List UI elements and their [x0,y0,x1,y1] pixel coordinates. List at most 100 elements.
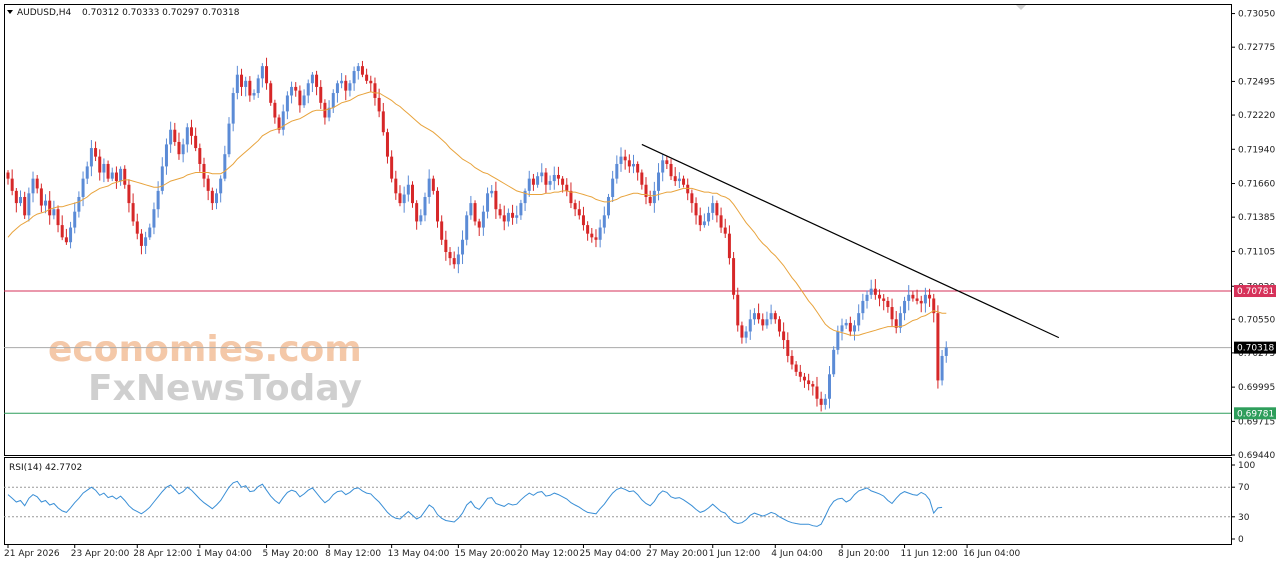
candle-body [732,258,736,295]
candle-body [340,80,344,84]
candle-body [606,196,610,216]
candle-body [786,340,790,356]
candle-body [189,127,193,136]
candle-body [344,80,348,91]
candle-body [56,209,60,226]
candle-body [290,86,294,96]
candle-body [748,319,752,332]
time-axis: 21 Apr 2026 23 Apr 20:00 28 Apr 12:00 1 May… [4,544,1021,559]
candle-body [98,156,102,173]
candle-body [319,86,323,103]
candle-body [869,288,873,295]
candle-body [210,190,214,204]
candle-body [481,211,485,228]
candle-body [540,172,544,177]
candle-body [256,78,260,94]
candle-body [757,313,761,320]
rsi-line [7,480,943,527]
candle-body [761,319,765,326]
candle-body [577,209,581,216]
candle-body [415,203,419,222]
candle-body [298,90,302,106]
resistance-level-label-box [1234,285,1276,298]
chevron-down-icon[interactable] [7,10,13,14]
candle-body [406,184,410,195]
candle-body [711,203,715,213]
candle-body [602,215,606,228]
resistance-level-label: 0.70781 [1237,287,1274,297]
candle-body [131,203,135,222]
candle-body [544,172,548,185]
candle-body [19,196,23,204]
candle-body [740,325,744,338]
candle-body [173,129,177,142]
candle-body [807,380,811,385]
candle-body [410,184,414,204]
candle-body [73,211,77,228]
candle-body [60,225,64,238]
candle-body [315,74,319,87]
candle-body [657,172,661,191]
rsi-indicator: 100 70 30 0 [4,461,1255,545]
candle-body [377,97,381,112]
candle-body [782,331,786,341]
time-tick-label: 23 Apr 20:00 [71,549,130,559]
candle-body [419,215,423,222]
rsi-tick-label: 70 [1238,483,1250,493]
current-price-label: 0.70318 [1237,344,1274,354]
candle-body [928,294,932,299]
candle-body [669,163,673,177]
candle-body [461,239,465,255]
candle-body [360,66,364,75]
candle-body [556,174,560,179]
candle-body [857,313,861,326]
candle-body [398,193,402,204]
candle-body [294,86,298,91]
candle-body [627,160,631,167]
candle-body [802,376,806,381]
watermark: economies.com FxNewsToday [48,329,362,409]
candle-body [715,203,719,216]
shift-marker-icon[interactable] [1016,5,1026,10]
candle-body [39,188,43,206]
candle-body [77,196,81,212]
candle-body [694,203,698,216]
candle-body [611,178,615,197]
time-tick-label: 16 Jun 04:00 [963,549,1020,559]
support-level-label: 0.69781 [1237,409,1274,419]
candle-body [252,93,256,96]
price-tick-label: 0.69715 [1238,417,1275,427]
candle-body [169,129,173,145]
candle-body [69,227,73,243]
candle-body [707,212,711,222]
candle-body [381,111,385,133]
time-tick-label: 27 May 20:00 [646,549,708,559]
candle-body [865,294,869,301]
candle-body [194,135,198,149]
rsi-panel-frame [4,457,1232,545]
candle-body [527,178,531,191]
candle-body [477,221,481,228]
time-tick-label: 13 May 04:00 [388,549,450,559]
candle-body [840,325,844,332]
candle-body [882,298,886,301]
candle-body [235,74,239,94]
price-tick-label: 0.71385 [1238,213,1275,223]
candle-body [365,74,369,81]
candle-body [552,174,556,182]
price-tick-label: 0.71105 [1238,247,1275,257]
time-tick-label: 8 May 12:00 [325,549,381,559]
candle-body [452,258,456,265]
candle-body [940,355,944,381]
candle-body [135,221,139,234]
candle-body [903,300,907,314]
symbol-label: AUDUSD,H4 [17,8,72,18]
candle-body [794,364,798,372]
trendline [641,143,1060,339]
candle-body [648,196,652,204]
ohlc-readout: 0.70312 0.70333 0.70297 0.70318 [82,8,240,18]
time-tick-label: 8 Jun 20:00 [838,549,890,559]
candle-body [202,163,206,179]
candle-body [898,313,902,328]
candle-body [431,178,435,191]
